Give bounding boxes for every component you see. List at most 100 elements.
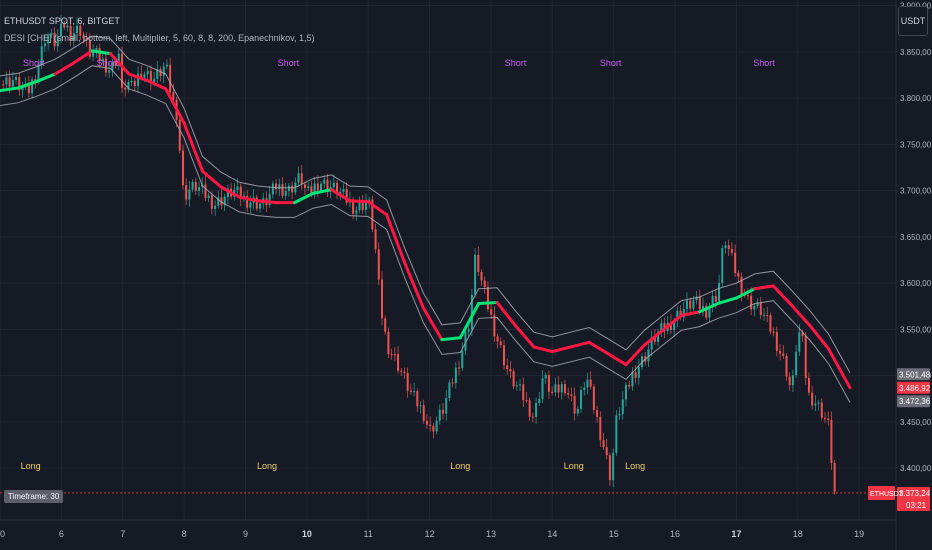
candle-body <box>101 58 104 61</box>
candle-body <box>544 374 547 379</box>
candle-body <box>727 245 730 250</box>
candle-body <box>226 188 229 198</box>
candle-body <box>303 184 306 189</box>
candle-body <box>66 25 69 28</box>
candle-body <box>570 394 573 396</box>
y-tick-label: 3.850,00 <box>900 48 932 57</box>
candle-body <box>560 384 563 393</box>
candle-body <box>63 23 66 28</box>
center-line-segment <box>385 213 407 266</box>
currency-unit-button[interactable]: USDT <box>898 6 928 36</box>
candle-body <box>711 296 714 307</box>
y-tick-label: 3.700,00 <box>900 187 932 196</box>
candle-body <box>714 296 717 302</box>
candle-body <box>345 189 348 203</box>
candle-body <box>759 302 762 316</box>
candle-body <box>596 409 599 417</box>
candle-body <box>657 331 660 342</box>
candle-body <box>817 402 820 404</box>
short-signal-label: Short <box>97 58 119 68</box>
candle-body <box>31 79 34 94</box>
candle-body <box>467 329 470 332</box>
center-line-segment <box>403 262 425 310</box>
center-line-segment <box>256 199 278 205</box>
candle-body <box>111 62 114 71</box>
center-line-segment <box>219 185 241 199</box>
candle-body <box>705 305 708 318</box>
candle-body <box>535 403 538 417</box>
candle-body <box>381 279 384 319</box>
candle-body <box>605 447 608 456</box>
candle-body <box>779 350 782 354</box>
candle-body <box>397 354 400 371</box>
price-tag-box <box>897 395 930 408</box>
x-tick-label: 19 <box>854 529 864 539</box>
candle-body <box>448 382 451 399</box>
symbol-title: ETHUSDT SPOT, 6, BITGET <box>4 16 120 26</box>
candle-body <box>127 82 130 90</box>
candle-body <box>355 210 358 214</box>
candle-body <box>165 64 168 67</box>
candle-body <box>612 452 615 481</box>
center-line-segment <box>753 284 775 291</box>
indicator-legend[interactable]: DESI [CHE] (small, bottom, left, Multipl… <box>4 33 315 43</box>
candle-body <box>454 367 457 384</box>
candle-body <box>194 181 197 191</box>
candle-body <box>506 365 509 370</box>
candle-body <box>239 186 242 200</box>
candle-body <box>358 201 361 211</box>
candle-body <box>409 390 412 393</box>
x-tick-label: 16 <box>670 529 680 539</box>
center-line-segment <box>311 188 333 195</box>
candle-body <box>461 350 464 369</box>
x-tick-label: 00 <box>0 529 5 539</box>
candle-body <box>509 369 512 372</box>
candle-body <box>323 179 326 184</box>
candle-body <box>104 58 107 73</box>
candle-body <box>130 80 133 83</box>
center-line-segment <box>514 324 536 349</box>
candle-body <box>281 184 284 196</box>
candle-body <box>220 197 223 206</box>
candle-body <box>361 201 364 210</box>
candle-body <box>551 391 554 393</box>
candle-body <box>336 182 339 195</box>
candle-body <box>483 280 486 287</box>
candle-body <box>782 353 785 356</box>
center-line-segment <box>164 87 186 125</box>
candle-body <box>724 245 727 249</box>
candle-body <box>647 349 650 362</box>
candle-body <box>624 384 627 400</box>
candle-body <box>425 420 428 425</box>
candle-body <box>631 372 634 387</box>
candle-body <box>685 300 688 309</box>
candle-body <box>470 294 473 330</box>
center-line-segment <box>771 284 794 307</box>
candle-body <box>698 296 701 310</box>
candle-body <box>573 395 576 414</box>
candle-body <box>79 25 82 36</box>
candle-body <box>120 53 123 88</box>
candle-body <box>11 80 14 87</box>
center-line-segment <box>329 188 352 203</box>
candle-body <box>586 379 589 388</box>
candle-body <box>313 183 316 194</box>
candle-body <box>181 150 184 186</box>
center-line-segment <box>808 324 830 351</box>
candle-body <box>92 52 95 57</box>
candle-body <box>592 386 595 410</box>
candle-body <box>300 173 303 185</box>
center-line-segment <box>421 306 444 342</box>
candle-body <box>441 409 444 414</box>
center-line-segment <box>16 79 39 90</box>
candle-body <box>583 387 586 391</box>
candle-body <box>798 332 801 352</box>
candle-body <box>56 35 59 47</box>
candle-body <box>387 331 390 355</box>
candle-body <box>185 185 188 200</box>
price-tag-label: 3.486,92 <box>899 384 931 393</box>
center-line-segment <box>587 340 610 355</box>
center-line-segment <box>293 191 315 205</box>
x-tick-label: 11 <box>364 529 373 539</box>
